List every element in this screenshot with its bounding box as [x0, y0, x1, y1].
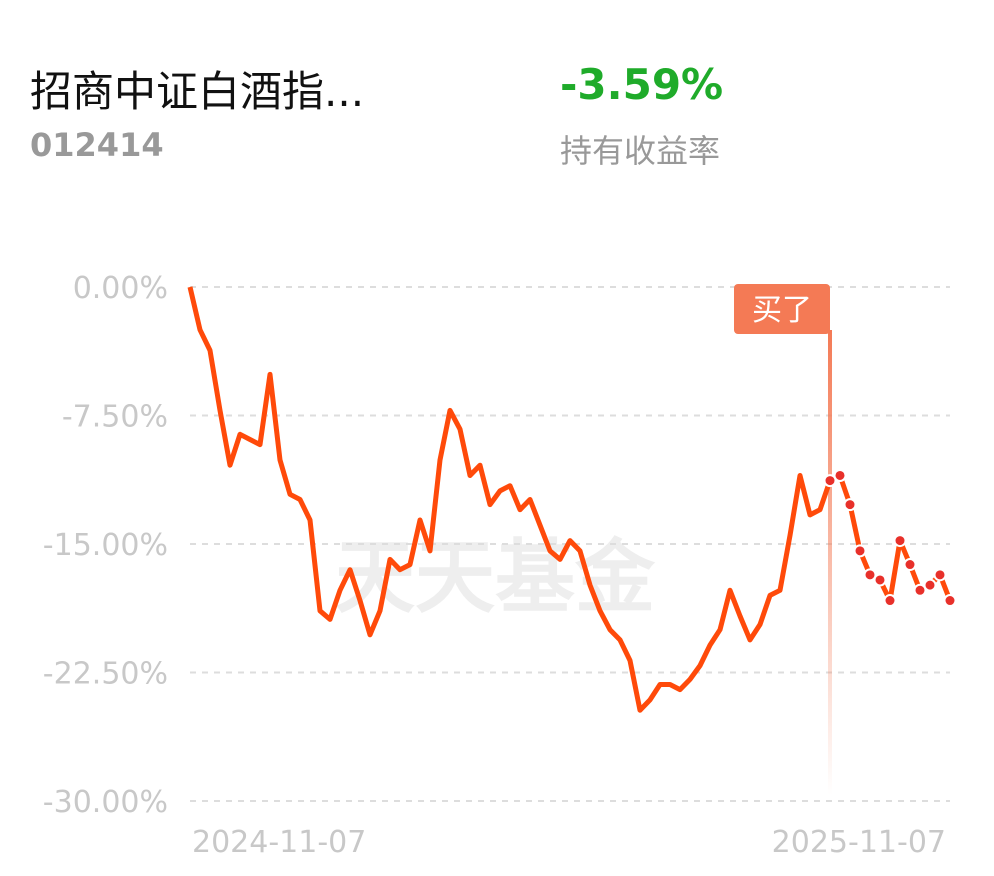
holding-point	[913, 583, 927, 597]
x-tick-label: 2025-11-07	[772, 825, 946, 860]
holding-point	[823, 474, 837, 488]
holding-point	[863, 568, 877, 582]
fund-name[interactable]: 招商中证白酒指...	[30, 67, 365, 116]
buy-line	[828, 330, 832, 795]
holding-point	[833, 468, 847, 482]
return-value: -3.59%	[560, 60, 724, 109]
holding-point	[903, 558, 917, 572]
holding-point	[883, 594, 897, 608]
holding-point	[893, 534, 907, 548]
fund-code: 012414	[30, 126, 164, 164]
holding-point	[853, 544, 867, 558]
buy-label: 买了	[752, 293, 812, 328]
holding-point	[933, 568, 947, 582]
holding-point	[943, 594, 957, 608]
holding-point	[923, 578, 937, 592]
price-line	[187, 286, 953, 713]
holding-point	[843, 498, 857, 512]
x-tick-label: 2024-11-07	[192, 825, 366, 860]
holding-point	[873, 573, 887, 587]
y-tick-label: 0.00%	[73, 271, 168, 306]
y-tick-label: -22.50%	[43, 657, 168, 692]
y-tick-label: -7.50%	[62, 400, 168, 435]
return-label: 持有收益率	[560, 132, 721, 170]
buy-tag	[734, 284, 830, 334]
y-tick-label: -15.00%	[43, 528, 168, 563]
y-tick-label: -30.00%	[43, 785, 168, 820]
